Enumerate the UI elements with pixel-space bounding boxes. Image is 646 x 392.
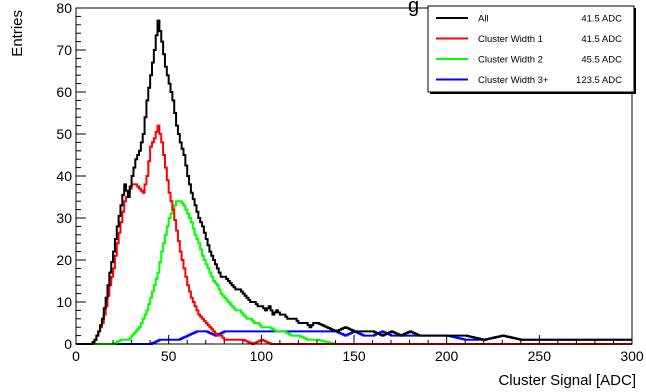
legend-value: 41.5 ADC bbox=[581, 14, 622, 25]
legend-label: Cluster Width 3+ bbox=[478, 75, 549, 86]
y-tick-label: 20 bbox=[56, 252, 72, 268]
y-tick-label: 0 bbox=[64, 336, 72, 352]
y-tick-label: 70 bbox=[56, 42, 72, 58]
x-tick-label: 150 bbox=[342, 348, 366, 364]
y-tick-label: 10 bbox=[56, 294, 72, 310]
y-tick-label: 30 bbox=[56, 210, 72, 226]
legend: All 41.5 ADC Cluster Width 1 41.5 ADC Cluste… bbox=[427, 5, 636, 94]
y-tick-label: 80 bbox=[56, 0, 72, 16]
x-tick-label: 100 bbox=[250, 348, 274, 364]
y-tick-label: 40 bbox=[56, 168, 72, 184]
legend-label: Cluster Width 1 bbox=[478, 34, 543, 45]
x-tick-label: 50 bbox=[161, 348, 177, 364]
x-tick-label: 300 bbox=[620, 348, 644, 364]
y-tick-label: 50 bbox=[56, 126, 72, 142]
legend-value: 41.5 ADC bbox=[581, 34, 622, 45]
y-axis-label: Entries bbox=[9, 10, 26, 57]
y-tick-label: 60 bbox=[56, 84, 72, 100]
x-tick-label: 200 bbox=[435, 348, 459, 364]
legend-box bbox=[427, 5, 635, 93]
legend-value: 45.5 ADC bbox=[581, 55, 622, 66]
x-tick-label: 0 bbox=[72, 348, 80, 364]
legend-label: All bbox=[478, 14, 489, 25]
x-tick-label: 250 bbox=[528, 348, 552, 364]
legend-value: 123.5 ADC bbox=[576, 75, 622, 86]
series-line-0 bbox=[76, 19, 632, 345]
x-axis-label: Cluster Signal [ADC] bbox=[498, 372, 636, 389]
axes-layer: 0 50 100 150 200 250 300 0 10 20 30 40 50 60 70 80 bbox=[56, 0, 643, 364]
legend-label: Cluster Width 2 bbox=[478, 55, 543, 66]
